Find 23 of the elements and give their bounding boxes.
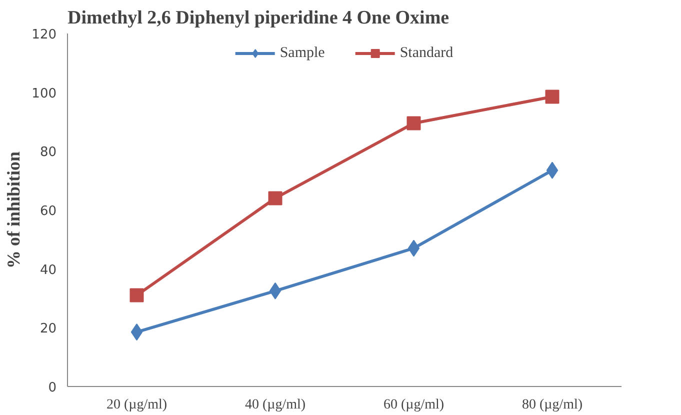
legend-label: Sample [280, 44, 325, 62]
point [130, 324, 143, 341]
y-tick-label: 60 [40, 204, 57, 219]
point [546, 162, 558, 179]
point [269, 282, 282, 300]
x-tick-label: 80 (µg/ml) [522, 398, 583, 412]
point [408, 240, 420, 257]
x-tick-label: 60 (µg/ml) [383, 398, 444, 412]
point [268, 191, 282, 206]
y-tick-label: 80 [40, 145, 57, 160]
point [406, 116, 421, 130]
x-tick-label: 20 (µg/ml) [106, 398, 168, 412]
point [130, 288, 144, 302]
y-tick-label: 0 [48, 380, 57, 396]
x-tick-label: 40 (µg/ml) [244, 398, 306, 412]
y-tick-label: 100 [32, 86, 57, 102]
point [545, 90, 560, 104]
chart-title: Dimethyl 2,6 Diphenyl piperidine 4 One Oxime [68, 8, 450, 28]
y-tick-label: 40 [40, 262, 57, 278]
y-axis-title: % of inhibition [4, 151, 24, 269]
y-tick-label: 20 [40, 322, 57, 337]
legend-label: Standard [400, 44, 454, 62]
y-tick-label: 120 [32, 28, 57, 42]
